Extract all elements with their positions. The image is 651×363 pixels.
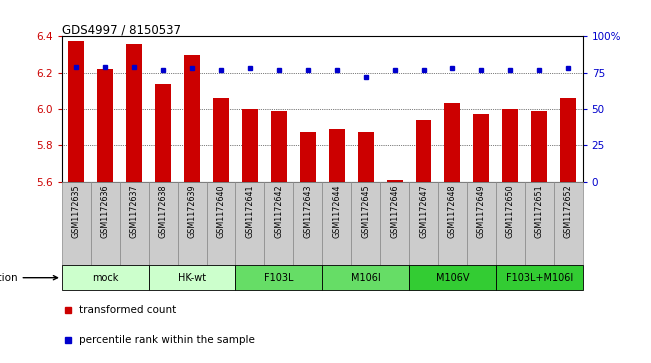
Bar: [148, 182, 178, 265]
Bar: [380, 182, 409, 265]
Text: GSM1172650: GSM1172650: [506, 184, 515, 238]
Text: GSM1172645: GSM1172645: [361, 184, 370, 238]
Text: GSM1172641: GSM1172641: [245, 184, 255, 237]
Text: GSM1172648: GSM1172648: [448, 184, 457, 237]
Bar: [322, 265, 409, 290]
Text: GSM1172640: GSM1172640: [217, 184, 225, 237]
Bar: [467, 182, 496, 265]
Text: M106I: M106I: [351, 273, 381, 283]
Text: GSM1172649: GSM1172649: [477, 184, 486, 238]
Bar: [236, 182, 264, 265]
Bar: [531, 111, 547, 182]
Bar: [90, 182, 120, 265]
Text: infection: infection: [0, 273, 57, 283]
Bar: [178, 182, 206, 265]
Bar: [322, 182, 351, 265]
Text: GSM1172647: GSM1172647: [419, 184, 428, 238]
Bar: [206, 182, 236, 265]
Bar: [409, 265, 496, 290]
Text: GSM1172637: GSM1172637: [130, 184, 139, 238]
Bar: [264, 182, 294, 265]
Bar: [415, 120, 432, 182]
Text: F103L+M106I: F103L+M106I: [506, 273, 573, 283]
Bar: [496, 265, 583, 290]
Bar: [294, 182, 322, 265]
Text: M106V: M106V: [436, 273, 469, 283]
Text: GSM1172646: GSM1172646: [390, 184, 399, 237]
Bar: [300, 132, 316, 182]
Bar: [62, 265, 148, 290]
Bar: [445, 103, 460, 182]
Bar: [184, 56, 200, 182]
Bar: [271, 111, 287, 182]
Text: GSM1172636: GSM1172636: [101, 184, 110, 237]
Bar: [213, 98, 229, 182]
Bar: [120, 182, 148, 265]
Text: GDS4997 / 8150537: GDS4997 / 8150537: [62, 23, 181, 36]
Bar: [357, 132, 374, 182]
Text: GSM1172635: GSM1172635: [72, 184, 81, 238]
Text: GSM1172642: GSM1172642: [274, 184, 283, 238]
Bar: [126, 45, 142, 182]
Bar: [148, 265, 236, 290]
Bar: [409, 182, 438, 265]
Bar: [351, 182, 380, 265]
Bar: [496, 182, 525, 265]
Text: GSM1172651: GSM1172651: [534, 184, 544, 238]
Text: mock: mock: [92, 273, 118, 283]
Text: GSM1172638: GSM1172638: [159, 184, 167, 237]
Bar: [329, 129, 344, 182]
Text: F103L: F103L: [264, 273, 294, 283]
Bar: [387, 180, 402, 182]
Text: GSM1172644: GSM1172644: [332, 184, 341, 237]
Text: percentile rank within the sample: percentile rank within the sample: [79, 335, 255, 345]
Bar: [236, 265, 322, 290]
Bar: [68, 41, 84, 182]
Bar: [554, 182, 583, 265]
Bar: [155, 85, 171, 182]
Text: GSM1172643: GSM1172643: [303, 184, 312, 237]
Bar: [97, 69, 113, 182]
Bar: [503, 109, 518, 182]
Text: HK-wt: HK-wt: [178, 273, 206, 283]
Bar: [525, 182, 554, 265]
Text: transformed count: transformed count: [79, 305, 176, 315]
Text: GSM1172652: GSM1172652: [564, 184, 573, 238]
Bar: [561, 98, 576, 182]
Text: GSM1172639: GSM1172639: [187, 184, 197, 238]
Bar: [62, 182, 90, 265]
Bar: [242, 109, 258, 182]
Bar: [473, 114, 490, 182]
Bar: [438, 182, 467, 265]
